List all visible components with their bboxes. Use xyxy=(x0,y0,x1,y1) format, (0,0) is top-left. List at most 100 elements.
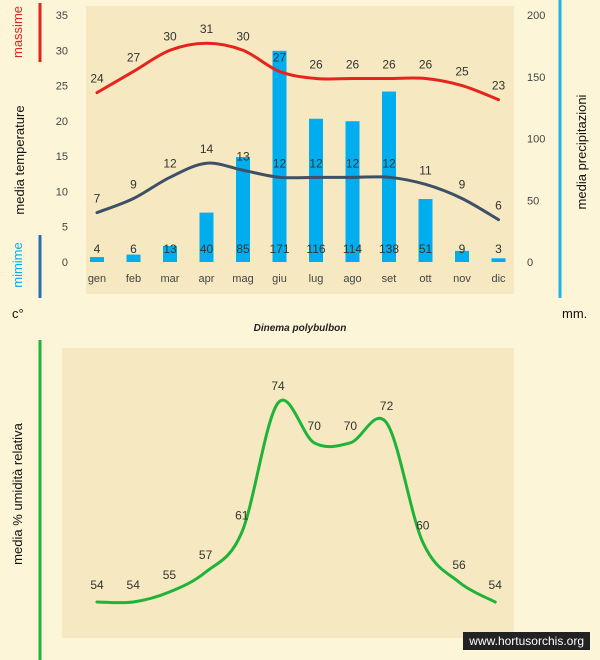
left-tick-label: 5 xyxy=(62,222,68,234)
max-temp-label: 27 xyxy=(273,50,287,64)
max-temp-label: 26 xyxy=(309,58,323,72)
precip-label: 6 xyxy=(130,242,137,256)
right-tick-label: 100 xyxy=(527,134,545,146)
humidity-label: 54 xyxy=(127,578,141,592)
left-unit: c° xyxy=(12,306,24,321)
humidity-label: 55 xyxy=(163,568,177,582)
precip-bar xyxy=(345,121,360,263)
precip-bar xyxy=(455,250,469,262)
min-temp-label: 12 xyxy=(273,156,287,170)
humidity-plot-area xyxy=(62,348,514,638)
min-temp-label: 12 xyxy=(163,156,177,170)
x-tick-label: ott xyxy=(419,273,431,285)
x-tick-label: ago xyxy=(343,273,361,285)
humidity-line xyxy=(95,398,497,605)
left-ylabel: media temperature xyxy=(12,105,27,214)
humidity-label: 54 xyxy=(90,578,104,592)
species-name: Dinema polybulbon xyxy=(253,323,347,334)
humidity-label: 74 xyxy=(271,379,285,393)
x-tick-label: gen xyxy=(88,273,106,285)
max-temp-label: 27 xyxy=(127,50,141,64)
max-temp-label: 24 xyxy=(90,72,104,86)
right-ylabel: media precipitazioni xyxy=(574,94,589,209)
max-temp-label: 26 xyxy=(419,58,433,72)
precip-bar xyxy=(491,258,506,262)
min-temp-label: 6 xyxy=(495,199,502,213)
humidity-label: 60 xyxy=(416,518,430,532)
watermark: www.hortusorchis.org xyxy=(463,632,590,650)
humidity-series: 54 54 55 57 61 74 70 70 72 60 56 54 xyxy=(90,379,503,605)
precip-label: 40 xyxy=(200,242,214,256)
max-temp-label: 31 xyxy=(200,22,214,36)
max-temp-label: 26 xyxy=(346,58,360,72)
humidity-label: 70 xyxy=(344,419,358,433)
min-label: mimime xyxy=(10,242,25,288)
precip-label: 138 xyxy=(379,242,399,256)
precip-label: 4 xyxy=(94,242,101,256)
precip-bar xyxy=(163,245,177,262)
min-temp-label: 12 xyxy=(309,156,323,170)
precip-bar xyxy=(309,118,323,263)
right-tick-label: 0 xyxy=(527,257,533,269)
left-tick-label: 15 xyxy=(56,151,68,163)
precip-label: 116 xyxy=(306,242,325,256)
precip-bar xyxy=(418,199,433,262)
max-temp-label: 25 xyxy=(455,65,469,79)
precip-bar xyxy=(90,257,104,262)
max-temp-label: 30 xyxy=(236,29,250,43)
right-tick-label: 200 xyxy=(527,10,545,22)
left-tick-label: 25 xyxy=(56,81,68,93)
right-unit: mm. xyxy=(562,306,587,321)
precip-label: 13 xyxy=(163,242,177,256)
humidity-label: 70 xyxy=(308,419,322,433)
left-tick-label: 20 xyxy=(56,116,68,128)
max-label: massime xyxy=(10,6,25,58)
max-temp-label: 26 xyxy=(382,58,396,72)
humidity-label: 56 xyxy=(452,558,466,572)
right-tick-label: 150 xyxy=(527,72,545,84)
min-temp-label: 13 xyxy=(236,149,250,163)
left-tick-label: 30 xyxy=(56,45,68,57)
x-tick-label: nov xyxy=(453,273,471,285)
precip-label: 3 xyxy=(495,242,502,256)
min-temp-label: 14 xyxy=(200,142,214,156)
humidity-ylabel: media % umidità relativa xyxy=(10,422,25,564)
humidity-label: 72 xyxy=(380,399,394,413)
max-temp-label: 23 xyxy=(492,79,506,93)
min-temp-label: 7 xyxy=(94,192,101,206)
min-temp-label: 9 xyxy=(130,177,137,191)
humidity-label: 61 xyxy=(235,508,249,522)
max-temp-label: 30 xyxy=(163,29,177,43)
precip-bar xyxy=(236,157,250,262)
left-tick-label: 10 xyxy=(56,186,68,198)
min-temp-line xyxy=(95,161,500,222)
temp-lines xyxy=(95,41,500,222)
humidity-label: 57 xyxy=(199,548,213,562)
x-tick-label: set xyxy=(382,273,397,285)
left-tick-label: 35 xyxy=(56,10,68,22)
precip-label: 85 xyxy=(236,242,250,256)
humidity-label: 54 xyxy=(489,578,503,592)
x-tick-label: feb xyxy=(126,273,141,285)
precip-label: 171 xyxy=(269,242,289,256)
min-temp-label: 11 xyxy=(419,163,432,177)
min-temp-label: 12 xyxy=(382,156,396,170)
min-temp-label: 9 xyxy=(459,177,466,191)
right-tick-label: 50 xyxy=(527,195,539,207)
precip-label: 9 xyxy=(459,242,466,256)
x-tick-label: apr xyxy=(199,273,215,285)
x-tick-label: giu xyxy=(272,273,287,285)
precip-bar xyxy=(199,212,214,262)
x-tick-label: mag xyxy=(232,273,253,285)
left-tick-label: 0 xyxy=(62,257,68,269)
data-labels: 24 27 30 31 30 27 26 26 26 26 25 23 7 9 12 14 13 12 12 12 12… xyxy=(90,22,505,256)
precip-bar xyxy=(126,254,141,262)
precip-label: 51 xyxy=(419,242,433,256)
temp-plot-area xyxy=(86,6,514,294)
min-temp-label: 12 xyxy=(346,156,360,170)
precip-bar xyxy=(272,50,287,262)
x-tick-label: dic xyxy=(491,273,506,285)
precip-label: 114 xyxy=(343,242,362,256)
